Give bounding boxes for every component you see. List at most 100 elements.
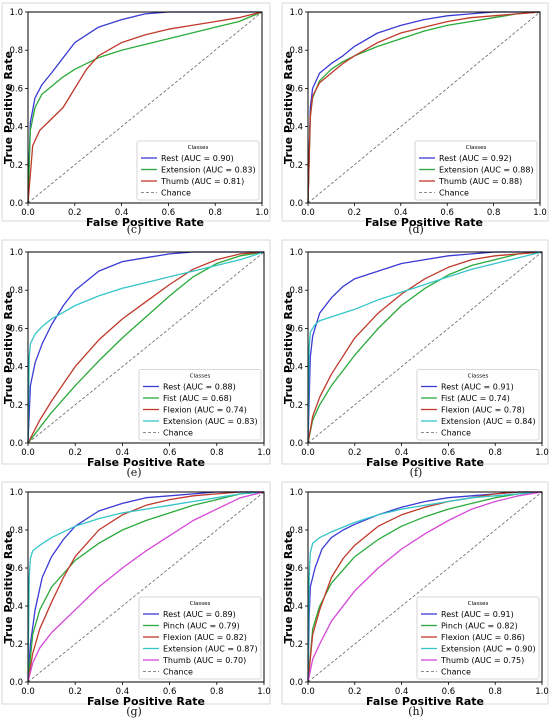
legend-entry: Extension (AUC = 0.83) (161, 166, 256, 175)
legend: Classes Rest (AUC = 0.91) Pinch (AUC = 0.8… (416, 596, 540, 680)
x-tick-label: 0.0 (301, 208, 315, 218)
chance-line (307, 491, 543, 683)
caption-h: (h) (408, 705, 424, 718)
roc-panel-6: 0.0 0.2 0.4 0.6 0.8 1.0 0.0 0.2 0.4 0.6 0.8 1.0 Fals… (281, 481, 549, 708)
legend-title: Classes (466, 145, 487, 151)
legend: Classes Rest (AUC = 0.90) Extension (AUC =… (136, 140, 260, 201)
caption-d: (d) (408, 223, 424, 236)
legend-entry: Extension (AUC = 0.84) (441, 417, 536, 426)
x-tick-label: 0.8 (208, 208, 222, 218)
legend-entry: Extension (AUC = 0.88) (439, 166, 534, 175)
legend-title: Classes (468, 374, 489, 380)
x-tick-label: 0.4 (116, 448, 130, 458)
y-axis-label: True Positive Rate (2, 531, 15, 644)
y-tick-label: 0.2 (9, 161, 23, 171)
x-axis-label: False Positive Rate (366, 695, 484, 708)
roc-curve (27, 11, 263, 204)
legend-entry: Chance (163, 668, 193, 677)
x-tick-label: 0.8 (488, 448, 502, 458)
x-tick-label: 0.4 (395, 687, 409, 697)
y-axis-label: True Positive Rate (2, 291, 15, 404)
roc-panel-4: 0.0 0.2 0.4 0.6 0.8 1.0 0.0 0.2 0.4 0.6 0.8 1.0 Fals… (281, 239, 549, 469)
legend-entry: Chance (441, 668, 471, 677)
legend-entry: Extension (AUC = 0.83) (163, 417, 258, 426)
x-axis-label: False Positive Rate (366, 456, 484, 469)
plot-area (307, 491, 543, 683)
legend-title: Classes (188, 145, 209, 151)
legend-entry: Fist (AUC = 0.74) (441, 394, 510, 403)
legend-entry: Thumb (AUC = 0.70) (162, 656, 246, 665)
y-tick-label: 0.6 (289, 324, 303, 334)
caption-f: (f) (409, 466, 423, 479)
plot-area (27, 251, 265, 444)
y-tick-label: 0.2 (289, 640, 303, 650)
legend-title: Classes (468, 601, 489, 607)
roc-curve (27, 491, 265, 683)
y-axis-label: True Positive Rate (282, 291, 295, 404)
legend-entry: Rest (AUC = 0.91) (441, 383, 514, 392)
chance-line (27, 251, 265, 444)
y-tick-label: 1.0 (289, 488, 303, 498)
plot-area (27, 11, 263, 204)
y-tick-label: 1.0 (9, 488, 23, 498)
x-axis-label: False Positive Rate (86, 216, 204, 229)
y-tick-label: 0.8 (289, 286, 303, 296)
x-tick-label: 1.0 (533, 208, 547, 218)
x-axis-label: False Positive Rate (87, 695, 205, 708)
legend-entry: Rest (AUC = 0.92) (439, 154, 512, 163)
legend-entry: Chance (439, 189, 469, 198)
roc-curve (307, 491, 543, 683)
y-tick-label: 0.6 (9, 564, 23, 574)
y-tick-label: 0.6 (9, 84, 23, 94)
x-tick-label: 0.6 (442, 448, 456, 458)
y-axis-label: True Positive Rate (282, 51, 295, 164)
x-tick-label: 0.0 (21, 448, 35, 458)
legend-entry: Rest (AUC = 0.89) (163, 610, 236, 619)
x-tick-label: 1.0 (255, 208, 269, 218)
legend-box (138, 596, 262, 680)
x-tick-label: 0.2 (68, 208, 82, 218)
legend-entry: Rest (AUC = 0.91) (441, 610, 514, 619)
legend-title: Classes (190, 374, 211, 380)
plot-area (307, 251, 543, 444)
y-tick-label: 0.4 (9, 602, 23, 612)
roc-curve (307, 11, 541, 204)
roc-curve (27, 491, 264, 683)
x-tick-label: 0.6 (163, 448, 177, 458)
x-axis-label: False Positive Rate (87, 456, 205, 469)
caption-e: (e) (126, 466, 142, 479)
roc-curve (27, 251, 265, 444)
y-tick-label: 0.0 (9, 678, 23, 688)
y-tick-label: 0.4 (289, 123, 303, 133)
legend-entry: Thumb (AUC = 0.88) (438, 177, 522, 186)
y-tick-label: 0.6 (289, 84, 303, 94)
x-tick-label: 0.8 (487, 208, 501, 218)
legend-entry: Rest (AUC = 0.88) (163, 383, 236, 392)
y-tick-label: 0.8 (289, 526, 303, 536)
x-tick-label: 0.6 (442, 687, 456, 697)
y-tick-label: 0.0 (9, 439, 23, 449)
x-tick-label: 0.8 (488, 687, 502, 697)
roc-panel-5: 0.0 0.2 0.4 0.6 0.8 1.0 0.0 0.2 0.4 0.6 0.8 1.0 Fals… (1, 481, 271, 708)
x-tick-label: 0.4 (115, 208, 129, 218)
roc-panel-2: 0.0 0.2 0.4 0.6 0.8 1.0 0.0 0.2 0.4 0.6 0.8 1.0 Fals… (281, 2, 549, 229)
y-tick-label: 0.8 (9, 526, 23, 536)
y-tick-label: 0.4 (289, 363, 303, 373)
legend-entry: Chance (163, 429, 193, 438)
y-tick-label: 0.0 (289, 199, 303, 209)
y-tick-label: 0.4 (9, 123, 23, 133)
legend-entry: Flexion (AUC = 0.86) (441, 633, 525, 642)
y-tick-label: 0.2 (289, 161, 303, 171)
legend-entry: Chance (161, 189, 191, 198)
x-tick-label: 0.0 (21, 687, 35, 697)
y-tick-label: 0.8 (289, 46, 303, 56)
legend-entry: Fist (AUC = 0.68) (163, 394, 232, 403)
roc-curve (307, 491, 543, 683)
legend-entry: Rest (AUC = 0.90) (161, 154, 234, 163)
x-tick-label: 1.0 (535, 687, 549, 697)
legend-box (416, 369, 540, 441)
roc-curve (307, 11, 540, 204)
chance-line (27, 11, 263, 204)
x-tick-label: 0.4 (116, 687, 130, 697)
